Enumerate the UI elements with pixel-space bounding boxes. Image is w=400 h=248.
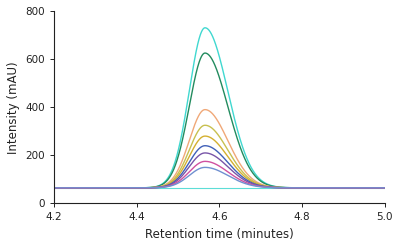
- X-axis label: Retention time (minutes): Retention time (minutes): [145, 228, 294, 241]
- Y-axis label: Intensity (mAU): Intensity (mAU): [7, 61, 20, 154]
